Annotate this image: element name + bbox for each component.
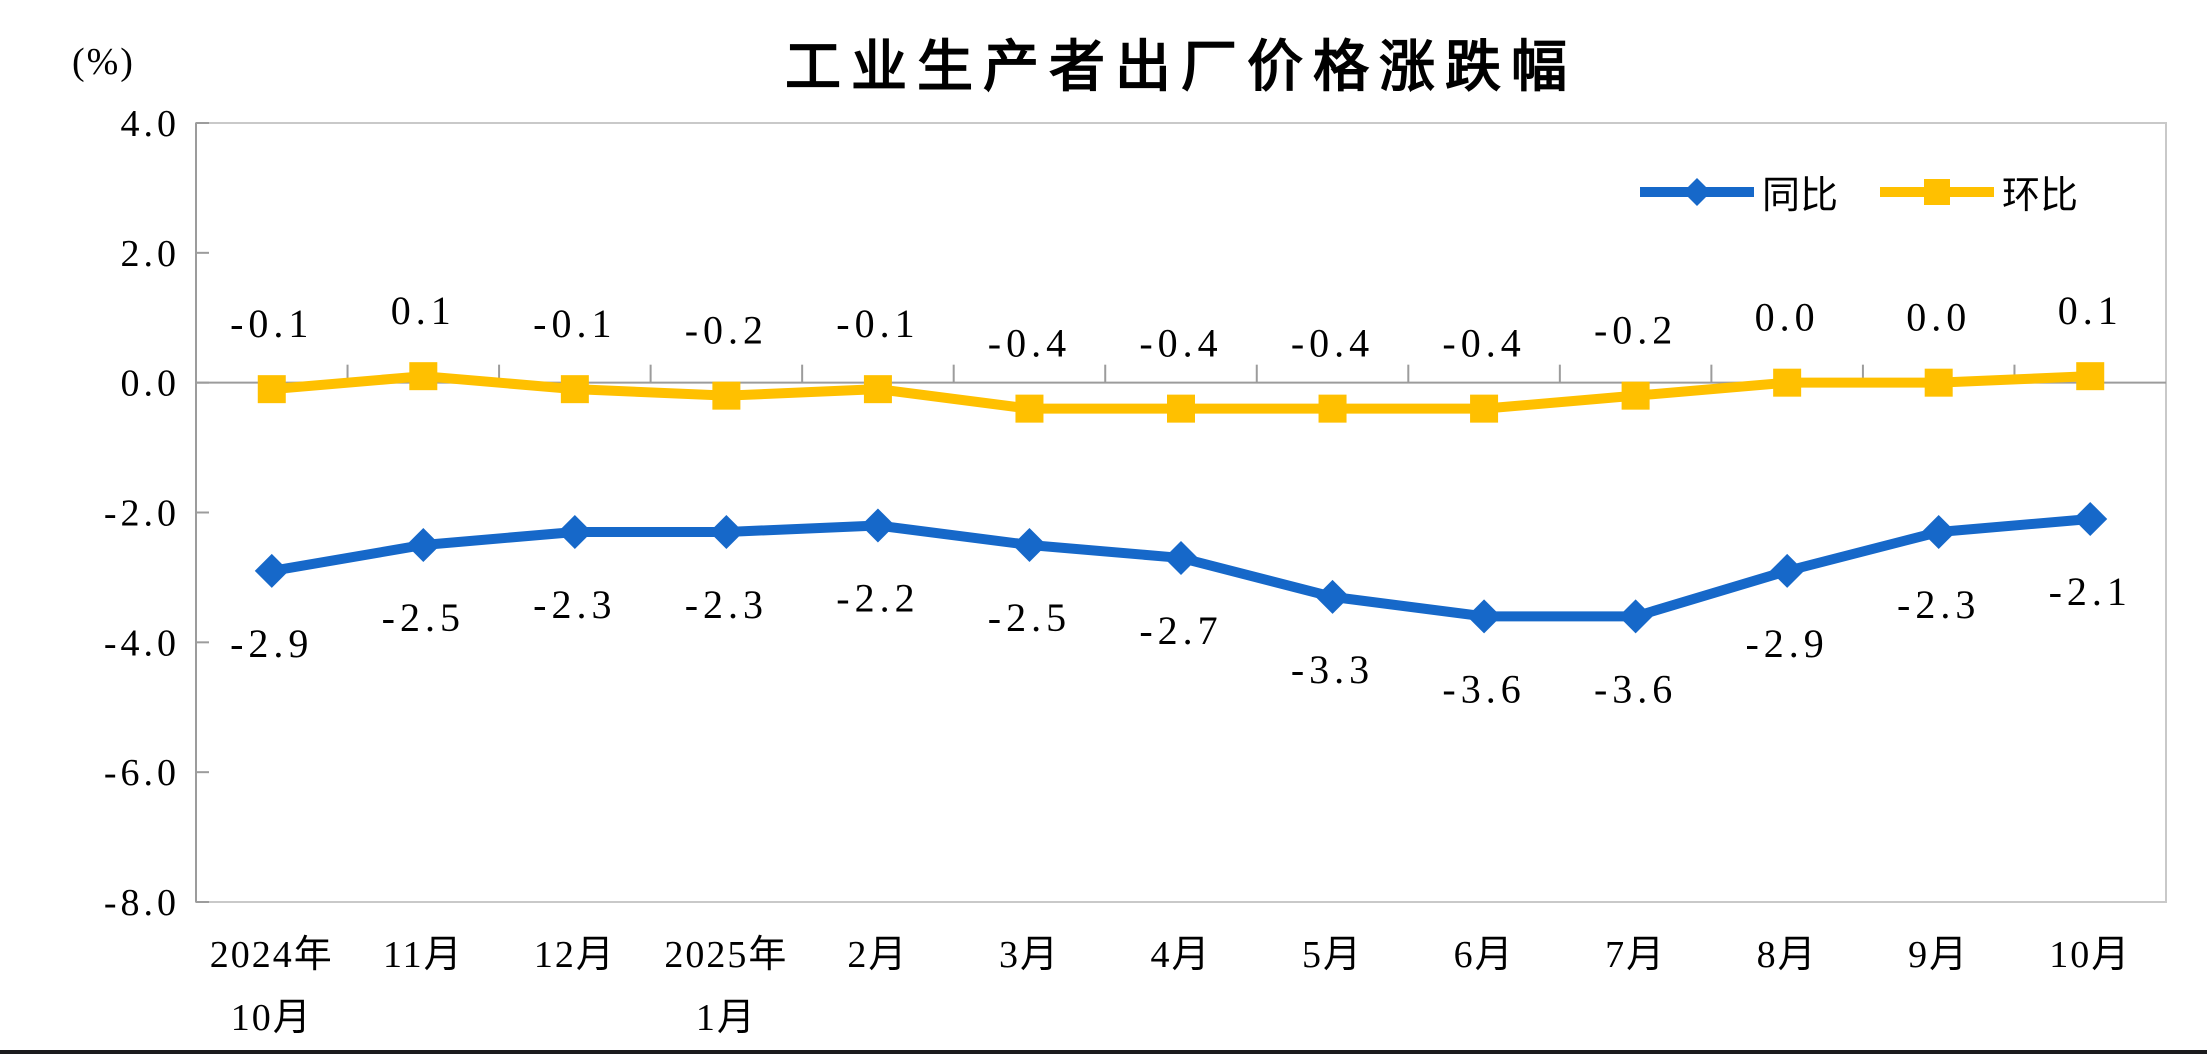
data-point-diamond bbox=[1315, 579, 1350, 614]
data-label: -2.3 bbox=[685, 582, 768, 627]
data-label: -2.7 bbox=[1139, 608, 1222, 653]
x-axis-category-label: 3月 bbox=[999, 934, 1060, 976]
data-point-square bbox=[1924, 368, 1953, 397]
x-axis-category-label: 4月 bbox=[1150, 934, 1211, 976]
data-point-diamond bbox=[1467, 599, 1502, 634]
data-point-square bbox=[1773, 368, 1802, 397]
data-label: -0.4 bbox=[1139, 321, 1222, 366]
data-point-diamond bbox=[1164, 540, 1198, 575]
data-point-diamond bbox=[557, 514, 592, 549]
data-label: -0.1 bbox=[533, 301, 616, 346]
data-label: -0.2 bbox=[685, 308, 768, 353]
data-label: -2.2 bbox=[836, 575, 919, 620]
data-point-square bbox=[863, 375, 892, 404]
x-axis-category-label: 7月 bbox=[1605, 934, 1666, 976]
data-point-square bbox=[712, 381, 741, 410]
data-label: -0.4 bbox=[988, 321, 1071, 366]
data-point-diamond bbox=[2073, 501, 2108, 536]
data-label: -2.9 bbox=[1745, 621, 1828, 666]
data-label: -0.1 bbox=[230, 301, 313, 346]
x-axis-category-label: 12月 bbox=[534, 934, 616, 976]
data-label: -2.1 bbox=[2049, 569, 2132, 614]
x-axis-category-label: 2024年 10月 bbox=[210, 934, 334, 1039]
data-point-diamond bbox=[254, 553, 289, 588]
data-point-diamond bbox=[709, 514, 744, 549]
x-axis-category-label: 5月 bbox=[1302, 934, 1363, 976]
data-point-square bbox=[560, 375, 589, 404]
data-label: -0.4 bbox=[1442, 321, 1525, 366]
x-axis-category-label: 8月 bbox=[1757, 934, 1818, 976]
data-label: -3.6 bbox=[1442, 666, 1525, 711]
x-axis-category-label: 2月 bbox=[847, 934, 908, 976]
data-label: 0.0 bbox=[1906, 295, 1971, 340]
data-label: -3.3 bbox=[1291, 647, 1374, 692]
x-axis-category-label: 6月 bbox=[1454, 934, 1515, 976]
x-axis-category-label: 2025年 1月 bbox=[664, 934, 788, 1039]
legend-item-mom: 环比 bbox=[1878, 164, 2078, 219]
data-label: -0.4 bbox=[1291, 321, 1374, 366]
data-point-square bbox=[1318, 394, 1347, 423]
y-axis-tick-label: 4.0 bbox=[121, 103, 181, 145]
legend-item-yoy: 同比 bbox=[1638, 164, 1838, 219]
data-point-diamond bbox=[1921, 514, 1956, 549]
data-label: -2.5 bbox=[382, 595, 465, 640]
data-label: 0.1 bbox=[391, 288, 456, 333]
data-point-square bbox=[1167, 394, 1195, 423]
legend-label-yoy: 同比 bbox=[1762, 175, 1839, 217]
x-axis-category-label: 9月 bbox=[1908, 934, 1969, 976]
legend-label-mom: 环比 bbox=[2002, 175, 2079, 217]
y-axis-unit-label: (%) bbox=[72, 41, 135, 83]
data-point-square bbox=[409, 362, 438, 391]
legend-line-square-icon bbox=[1880, 178, 1995, 205]
y-axis-tick-label: -4.0 bbox=[104, 622, 180, 664]
data-point-diamond bbox=[860, 508, 895, 543]
data-label: -2.9 bbox=[230, 621, 313, 666]
y-axis-tick-label: -8.0 bbox=[104, 882, 180, 924]
data-point-diamond bbox=[1618, 599, 1653, 634]
y-axis-tick-label: 2.0 bbox=[121, 233, 181, 275]
data-label: 0.1 bbox=[2058, 288, 2123, 333]
data-label: 0.0 bbox=[1755, 295, 1820, 340]
bottom-border-line bbox=[0, 1050, 2207, 1054]
legend: 同比 环比 bbox=[1638, 164, 2078, 219]
data-label: -2.5 bbox=[988, 595, 1071, 640]
data-label: -3.6 bbox=[1594, 666, 1677, 711]
data-point-diamond bbox=[1770, 553, 1805, 588]
y-axis-tick-label: -2.0 bbox=[104, 493, 180, 535]
data-point-square bbox=[1621, 381, 1650, 410]
plot-border bbox=[195, 122, 2167, 903]
y-axis-tick-label: 0.0 bbox=[121, 363, 181, 405]
data-point-square bbox=[257, 375, 286, 404]
x-axis-category-label: 11月 bbox=[383, 934, 464, 976]
data-label: -2.3 bbox=[1897, 582, 1980, 627]
data-point-square bbox=[1015, 394, 1044, 423]
chart-title: 工业生产者出厂价格涨跌幅 bbox=[785, 37, 1577, 99]
legend-line-diamond-icon bbox=[1640, 177, 1754, 206]
data-point-square bbox=[2076, 362, 2105, 391]
data-point-square bbox=[1470, 394, 1499, 423]
y-axis-tick-label: -6.0 bbox=[104, 752, 180, 794]
data-point-diamond bbox=[1012, 527, 1047, 562]
x-axis-category-label: 10月 bbox=[2049, 934, 2131, 976]
data-label: -0.2 bbox=[1594, 308, 1677, 353]
data-point-diamond bbox=[406, 527, 441, 562]
data-label: -0.1 bbox=[836, 301, 919, 346]
data-label: -2.3 bbox=[533, 582, 616, 627]
